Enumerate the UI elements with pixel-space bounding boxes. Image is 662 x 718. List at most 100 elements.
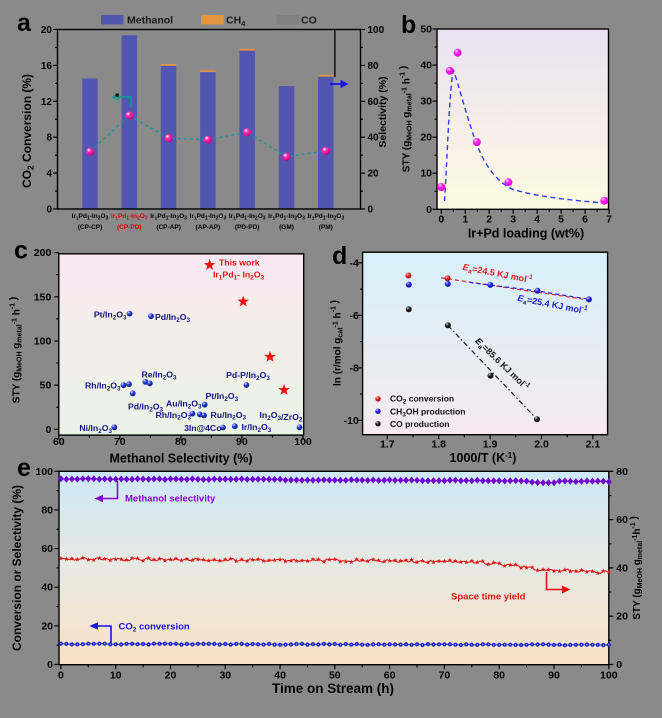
svg-text:0: 0	[58, 670, 64, 682]
svg-text:-6: -6	[349, 310, 358, 322]
svg-text:c: c	[14, 237, 28, 265]
svg-text:Selectivity (%): Selectivity (%)	[377, 76, 389, 147]
svg-text:8: 8	[46, 133, 52, 144]
svg-text:1.8: 1.8	[431, 439, 446, 451]
svg-text:70: 70	[439, 670, 451, 682]
svg-text:Au/In2O3: Au/In2O3	[166, 399, 202, 411]
svg-text:20: 20	[616, 611, 628, 623]
svg-text:2: 2	[486, 213, 492, 225]
svg-text:3In@4Co: 3In@4Co	[184, 423, 221, 433]
svg-text:50: 50	[40, 380, 52, 392]
svg-text:40: 40	[368, 133, 380, 144]
svg-text:Methanol selectivity: Methanol selectivity	[125, 494, 216, 505]
svg-text:3: 3	[510, 213, 516, 225]
svg-text:Rh/In2O3: Rh/In2O3	[85, 381, 121, 393]
svg-text:7: 7	[606, 213, 612, 225]
svg-text:b: b	[401, 11, 416, 39]
svg-text:90: 90	[548, 670, 560, 682]
svg-text:Ir/In2O3: Ir/In2O3	[242, 422, 272, 434]
svg-text:In2O3/ZrO2: In2O3/ZrO2	[259, 410, 302, 424]
svg-text:100: 100	[35, 466, 53, 478]
svg-text:80: 80	[41, 504, 53, 516]
svg-text:150: 150	[34, 291, 52, 303]
svg-text:6: 6	[582, 213, 588, 225]
svg-text:CH3OH production: CH3OH production	[390, 407, 465, 419]
svg-text:STY (gMeOH gmetal-1 h-1 ): STY (gMeOH gmetal-1 h-1 )	[9, 297, 24, 403]
svg-text:(AP-AP): (AP-AP)	[196, 224, 221, 231]
svg-text:80: 80	[616, 466, 628, 478]
svg-text:20: 20	[41, 620, 53, 632]
svg-text:-10: -10	[344, 415, 359, 427]
svg-text:-4: -4	[349, 257, 358, 269]
svg-text:Pt/In2O3: Pt/In2O3	[94, 310, 127, 322]
svg-text:0: 0	[438, 213, 444, 225]
svg-text:60: 60	[368, 97, 380, 108]
svg-text:Ir1Pd1-In2O3: Ir1Pd1-In2O3	[307, 213, 344, 222]
svg-text:20: 20	[165, 670, 177, 682]
svg-text:20: 20	[420, 132, 432, 144]
svg-text:10: 10	[110, 670, 122, 682]
svg-text:CO2 conversion: CO2 conversion	[119, 622, 190, 634]
svg-text:1: 1	[462, 213, 468, 225]
svg-text:Rh/In2O3: Rh/In2O3	[155, 410, 191, 422]
svg-text:(CP-CP): (CP-CP)	[78, 224, 103, 231]
svg-text:0: 0	[45, 424, 51, 436]
svg-text:1.7: 1.7	[380, 439, 395, 451]
svg-text:90: 90	[236, 436, 248, 448]
svg-text:4: 4	[534, 213, 540, 225]
svg-text:Ir1Pd1-In2O3: Ir1Pd1-In2O3	[111, 213, 148, 222]
svg-text:60: 60	[53, 436, 65, 448]
svg-text:CO production: CO production	[390, 419, 450, 429]
svg-text:Ir1Pd1- In2O3: Ir1Pd1- In2O3	[213, 270, 265, 282]
svg-text:CO: CO	[301, 15, 317, 27]
svg-text:Methanol Selectivity (%): Methanol Selectivity (%)	[109, 452, 252, 466]
svg-text:60: 60	[616, 514, 628, 526]
svg-text:STY (gMeOH gmetal-1 h-1 ): STY (gMeOH gmetal-1 h-1 )	[399, 66, 414, 172]
svg-text:Ir1Pd1-In2O3: Ir1Pd1-In2O3	[229, 213, 266, 222]
svg-text:(PD-PD): (PD-PD)	[235, 224, 260, 231]
svg-text:0: 0	[426, 204, 432, 216]
svg-text:-8: -8	[349, 362, 358, 374]
svg-text:80: 80	[493, 670, 505, 682]
svg-text:Ir1Pd1-In2O3: Ir1Pd1-In2O3	[72, 213, 109, 222]
svg-text:Ru/In2O3: Ru/In2O3	[211, 410, 247, 422]
svg-text:200: 200	[34, 247, 52, 259]
svg-text:80: 80	[175, 436, 187, 448]
svg-text:Pd-P/In2O3: Pd-P/In2O3	[226, 370, 270, 382]
svg-text:60: 60	[384, 670, 396, 682]
svg-text:(PM): (PM)	[319, 224, 333, 231]
svg-text:20: 20	[41, 25, 53, 36]
svg-text:60: 60	[41, 543, 53, 555]
svg-text:ln (r/mol gcat-1 h-1 ): ln (r/mol gcat-1 h-1 )	[330, 300, 345, 386]
svg-text:12: 12	[41, 97, 53, 108]
svg-text:50: 50	[420, 24, 432, 36]
svg-text:40: 40	[616, 562, 628, 574]
svg-text:d: d	[332, 242, 347, 270]
svg-text:80: 80	[368, 61, 380, 72]
svg-text:1.9: 1.9	[483, 439, 498, 451]
svg-text:100: 100	[34, 336, 52, 348]
svg-text:Ir+Pd loading (wt%): Ir+Pd loading (wt%)	[468, 227, 584, 241]
svg-text:0: 0	[47, 659, 53, 671]
svg-text:This work: This work	[219, 258, 260, 268]
svg-text:Ir1Pd1-In2O3: Ir1Pd1-In2O3	[150, 213, 187, 222]
svg-text:(CP-AP): (CP-AP)	[156, 224, 181, 231]
svg-text:Time on Stream (h): Time on Stream (h)	[272, 681, 394, 696]
svg-text:CO2 Conversion (%): CO2 Conversion (%)	[20, 74, 36, 188]
svg-text:Ni/In2O3: Ni/In2O3	[79, 423, 112, 435]
svg-text:2.0: 2.0	[534, 439, 549, 451]
svg-text:CH4: CH4	[226, 15, 246, 29]
svg-text:STY (gMeOH gmetal-1h-1 ): STY (gMeOH gmetal-1h-1 )	[629, 516, 644, 620]
svg-text:100: 100	[294, 436, 312, 448]
svg-text:Conversion or Selectivity (%): Conversion or Selectivity (%)	[10, 485, 24, 651]
svg-text:Space time yield: Space time yield	[451, 592, 526, 603]
svg-text:CO2 conversion: CO2 conversion	[390, 394, 454, 406]
svg-text:10: 10	[420, 168, 432, 180]
svg-text:0: 0	[616, 659, 622, 671]
svg-text:0: 0	[46, 205, 52, 216]
svg-text:70: 70	[114, 436, 126, 448]
svg-text:1000/T (K-1): 1000/T (K-1)	[450, 451, 517, 465]
svg-text:a: a	[17, 9, 32, 37]
svg-text:5: 5	[558, 213, 564, 225]
svg-text:100: 100	[600, 670, 618, 682]
